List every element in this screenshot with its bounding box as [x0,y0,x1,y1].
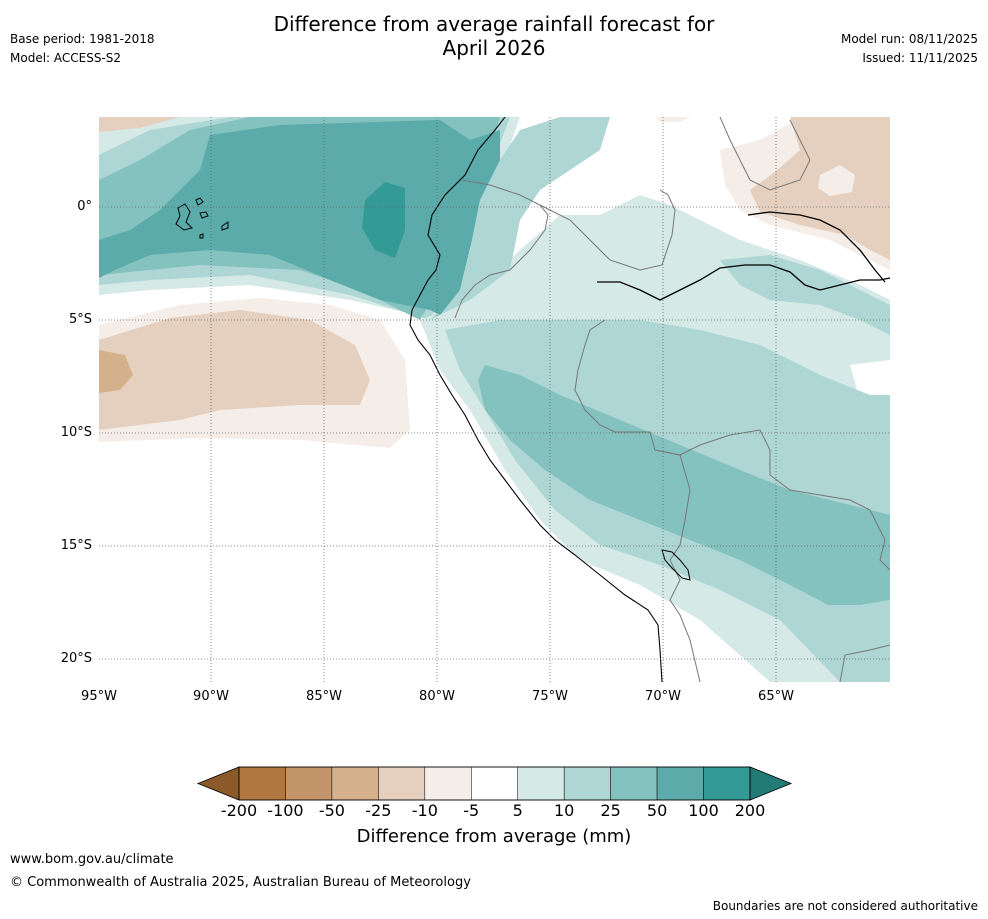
base-period: Base period: 1981-2018 [10,32,155,46]
footer-copyright: © Commonwealth of Australia 2025, Austra… [10,875,471,890]
issued-date: Issued: 11/11/2025 [862,51,978,65]
colorbar-outline [238,766,751,801]
contour-dry-25 [99,350,133,393]
lat-label-5s: 5°S [68,312,92,327]
lake-titicaca [661,549,691,581]
colorbar-box--25-to--10 [378,766,426,801]
colorbar-tick-label: 5 [512,801,523,820]
colorbar-tick-label: -200 [220,801,258,820]
colorbar-tick-label: 50 [646,801,668,820]
colorbar-tick-label: 25 [600,801,621,820]
map-plot-area [99,117,890,682]
lat-label-20s: 20°S [60,651,92,666]
contour-band-25 [478,365,890,605]
map-title: Difference from average rainfall forecas… [0,12,988,60]
contour-pacific-50 [99,120,470,310]
coastline [409,117,663,682]
amazon-river [597,264,890,301]
contour-pacific-100-west [99,240,125,278]
colorbar-box-50-to-100 [656,766,704,801]
colorbar-tick-label: -50 [318,801,345,820]
model-run: Model run: 08/11/2025 [840,32,978,46]
contour-band-10-amazon [720,255,890,335]
amazon-river-north [747,211,886,283]
country-boundaries [454,117,890,682]
lat-label-10s: 10°S [60,425,92,440]
lat-label-15s: 15°S [60,538,92,553]
gridlines [99,117,890,682]
colorbar-box-5-to-10 [517,766,565,801]
colorbar-tick-label: -10 [411,801,438,820]
colorbar-box--50-to--25 [331,766,379,801]
colorbar-tick-label: -100 [267,801,304,820]
footer-url: www.bom.gov.au/climate [10,852,174,867]
lon-label-80w: 80°W [419,689,455,704]
colorbar-box--200-to--100 [238,766,286,801]
lon-label-90w: 90°W [193,689,229,704]
title-line-1: Difference from average rainfall forecas… [273,12,715,36]
colorbar-arrow-low [196,766,240,801]
lon-label-95w: 95°W [81,689,117,704]
contour-dry-10 [99,310,370,430]
model-name: Model: ACCESS-S2 [10,51,122,65]
contour-band-50 [430,130,500,315]
colorbar-box-10-to-25 [563,766,611,801]
footer-disclaimer: Boundaries are not considered authoritat… [712,899,978,913]
title-line-2: April 2026 [442,36,546,60]
contour-dry-topleft [99,117,180,132]
colorbar-box-25-to-50 [610,766,658,801]
colorbar-tick-label: 200 [734,801,766,820]
colorbar-arrow-high [749,766,793,801]
contour-top-dry [655,117,690,122]
contour-ne-dry-hole [818,165,855,196]
colorbar-tick-label: -25 [365,801,392,820]
lon-label-65w: 65°W [758,689,794,704]
colorbar-box-100-to-200 [703,766,751,801]
lon-label-75w: 75°W [532,689,568,704]
lon-label-85w: 85°W [306,689,342,704]
contour-pacific-100 [362,182,405,258]
colorbar-label: Difference from average (mm) [356,826,632,847]
colorbar-tick-label: -5 [463,801,480,820]
colorbar-tick-label: 10 [553,801,575,820]
lat-label-0: 0° [77,199,92,214]
lon-label-70w: 70°W [645,689,681,704]
colorbar-box--100-to--50 [285,766,333,801]
colorbar-tick-label: 100 [688,801,719,820]
colorbar-box--10-to--5 [424,766,472,801]
colorbar-box--5-to-5 [471,766,518,801]
